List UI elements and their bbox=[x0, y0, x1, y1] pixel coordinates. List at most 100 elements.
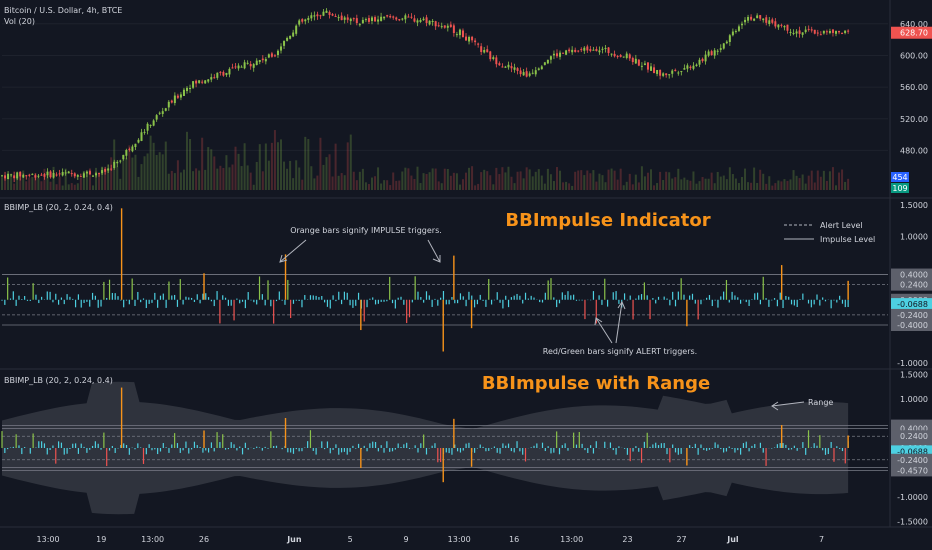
price-candle-body bbox=[452, 25, 455, 34]
price-candle-body bbox=[101, 170, 104, 174]
price-candle-body bbox=[146, 123, 149, 131]
price-candle-body bbox=[583, 47, 586, 51]
price-candle-body bbox=[231, 67, 234, 69]
price-candle-body bbox=[474, 40, 477, 43]
volume-bar bbox=[237, 153, 240, 190]
volume-bar bbox=[540, 175, 543, 190]
volume-bar bbox=[731, 174, 734, 190]
volume-bar bbox=[768, 176, 771, 190]
volume-bar bbox=[819, 176, 822, 190]
price-candle-body bbox=[437, 25, 440, 27]
volume-bar bbox=[273, 130, 276, 190]
volume-bar bbox=[571, 185, 574, 190]
x-tick-label: 13:00 bbox=[141, 535, 164, 544]
volume-bar bbox=[825, 180, 828, 190]
price-candle-body bbox=[276, 50, 279, 56]
price-panel[interactable] bbox=[1, 8, 888, 190]
volume-bar bbox=[261, 171, 264, 190]
price-candle-body bbox=[562, 52, 565, 54]
volume-bar bbox=[650, 169, 653, 190]
volume-bar bbox=[380, 183, 383, 190]
volume-bar bbox=[595, 181, 598, 190]
price-candle-body bbox=[261, 58, 264, 61]
level-badge bbox=[891, 319, 932, 331]
price-candle-body bbox=[7, 173, 10, 180]
volume-bar bbox=[128, 145, 131, 190]
price-candle-body bbox=[643, 63, 646, 66]
bbimpulse-panel[interactable]: 1.50001.00000.40000.24000.0000-0.0688-0.… bbox=[1, 201, 932, 368]
price-candle-body bbox=[116, 161, 119, 164]
volume-bar bbox=[822, 170, 825, 190]
volume-bar bbox=[383, 180, 386, 190]
price-candle-body bbox=[653, 67, 656, 74]
volume-bar bbox=[222, 167, 225, 190]
price-candle-body bbox=[228, 68, 231, 75]
indicator-label-1: BBIMP_LB (20, 2, 0.24, 0.4) bbox=[4, 203, 113, 212]
price-candle-body bbox=[195, 80, 198, 84]
volume-bar bbox=[498, 174, 501, 190]
price-candle-body bbox=[610, 53, 613, 55]
price-candle-body bbox=[844, 30, 847, 34]
price-candle-body bbox=[95, 173, 98, 176]
volume-bar bbox=[665, 171, 668, 190]
price-candle-body bbox=[398, 19, 401, 21]
volume-last-badge bbox=[891, 172, 909, 182]
volume-bar bbox=[292, 178, 295, 190]
volume-bar bbox=[619, 168, 622, 190]
price-candle-body bbox=[173, 95, 176, 104]
price-candle-body bbox=[841, 33, 844, 35]
volume-bar bbox=[107, 169, 110, 190]
x-tick-label: 5 bbox=[348, 535, 353, 544]
arrow-range-head bbox=[771, 401, 779, 411]
volume-bar bbox=[643, 176, 646, 190]
volume-bar bbox=[152, 142, 155, 190]
volume-bar bbox=[367, 184, 370, 190]
volume-bar bbox=[440, 183, 443, 190]
volume-bar bbox=[91, 185, 94, 190]
volume-bar bbox=[728, 167, 731, 190]
volume-bar bbox=[680, 179, 683, 190]
y-tick-label: -0.2400 bbox=[897, 456, 928, 465]
price-candle-body bbox=[73, 173, 76, 177]
price-candle-body bbox=[240, 66, 243, 68]
volume-bar bbox=[804, 183, 807, 190]
volume-bar bbox=[713, 183, 716, 190]
price-candle-body bbox=[192, 81, 195, 88]
volume-bar bbox=[252, 184, 255, 190]
volume-bar bbox=[143, 156, 146, 190]
volume-bar bbox=[458, 184, 461, 190]
volume-bar bbox=[631, 184, 634, 190]
x-tick-label: 13:00 bbox=[448, 535, 471, 544]
volume-bar bbox=[88, 168, 91, 190]
volume-bar bbox=[346, 142, 349, 190]
volume-bar bbox=[601, 175, 604, 190]
price-candle-body bbox=[525, 71, 528, 77]
orange-note: Orange bars signify IMPULSE triggers. bbox=[290, 226, 442, 235]
price-candle-body bbox=[819, 34, 822, 36]
volume-badge bbox=[891, 183, 909, 193]
price-candle-body bbox=[483, 49, 486, 53]
bbimpulse-range-panel[interactable]: 1.50001.00000.45700.40000.24000.0000-0.0… bbox=[1, 370, 932, 527]
y-tick-label: 1.0000 bbox=[900, 233, 928, 242]
price-candle-body bbox=[434, 21, 437, 27]
price-candle-body bbox=[292, 32, 295, 37]
volume-bar bbox=[501, 167, 504, 190]
indicator-label-2: BBIMP_LB (20, 2, 0.24, 0.4) bbox=[4, 376, 113, 385]
volume-bar bbox=[304, 136, 307, 190]
price-candle-body bbox=[367, 18, 370, 22]
panel1-title: BBImpulse Indicator bbox=[505, 210, 710, 231]
price-candle-body bbox=[404, 15, 407, 20]
price-candle-body bbox=[377, 19, 380, 22]
volume-bar bbox=[704, 178, 707, 190]
price-candle-body bbox=[122, 154, 125, 160]
x-tick-label: 27 bbox=[676, 535, 686, 544]
volume-bar bbox=[507, 166, 510, 190]
annotation-arrows bbox=[279, 239, 805, 411]
volume-bar bbox=[622, 185, 625, 190]
volume-bar bbox=[434, 168, 437, 190]
volume-bar bbox=[777, 180, 780, 190]
volume-bar bbox=[616, 179, 619, 190]
price-candle-body bbox=[167, 101, 170, 108]
volume-bar bbox=[747, 182, 750, 190]
